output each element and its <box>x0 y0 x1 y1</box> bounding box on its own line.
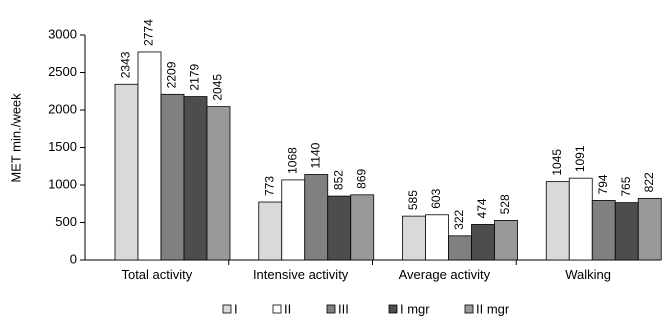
y-tick-label: 3000 <box>48 26 77 41</box>
legend: I II III I mgr II mgr <box>222 301 510 316</box>
data-label: 869 <box>354 168 368 188</box>
legend-swatch <box>272 304 282 314</box>
legend-label: II <box>284 301 291 316</box>
legend-label: II mgr <box>476 301 510 316</box>
y-tick-label: 1500 <box>48 139 77 154</box>
data-label: 2343 <box>119 51 133 78</box>
data-label: 822 <box>642 172 656 192</box>
data-label: 585 <box>406 190 420 210</box>
data-label: 1140 <box>308 142 322 168</box>
data-label: 2045 <box>211 74 225 101</box>
data-label: 528 <box>498 194 512 214</box>
bar <box>591 200 616 261</box>
bar <box>494 219 518 261</box>
bar <box>545 181 570 261</box>
y-tick-label: 500 <box>55 214 77 229</box>
legend-swatch <box>464 304 474 314</box>
y-tick-label: 2000 <box>48 101 77 116</box>
legend-label: I mgr <box>400 301 430 316</box>
legend-label: I <box>234 301 238 316</box>
legend-swatch <box>388 304 398 314</box>
data-label: 1068 <box>285 147 299 174</box>
data-label: 603 <box>429 188 443 208</box>
bar <box>160 93 185 261</box>
bar <box>258 201 283 261</box>
x-tick-label: Total activity <box>121 267 192 282</box>
bar <box>327 195 352 261</box>
bar <box>304 174 329 261</box>
y-tick-label: 2500 <box>48 64 77 79</box>
data-label: 2209 <box>165 61 179 88</box>
x-tick-label: Walking <box>565 267 611 282</box>
data-label: 765 <box>619 176 633 196</box>
legend-swatch <box>326 304 336 314</box>
data-label: 852 <box>331 170 345 190</box>
x-tick-label: Average activity <box>399 267 491 282</box>
data-label: 1045 <box>550 149 564 176</box>
data-label: 794 <box>596 174 610 194</box>
y-tick-label: 0 <box>70 251 77 266</box>
legend-swatch <box>222 304 232 314</box>
y-axis-title: MET min./week <box>8 93 23 183</box>
data-label: 2179 <box>188 64 202 91</box>
data-label: 474 <box>475 198 489 218</box>
data-label: 773 <box>262 176 276 196</box>
plot-area: 0 500 1000 1500 2000 2500 3000 Total activity 23… <box>48 19 662 282</box>
bar <box>206 106 231 261</box>
bar <box>448 235 472 261</box>
bar <box>281 179 306 261</box>
bar <box>471 224 495 261</box>
bar <box>402 215 426 261</box>
bar <box>350 194 375 261</box>
bar <box>614 202 639 261</box>
bar <box>114 83 139 261</box>
data-label: 2774 <box>142 19 156 46</box>
y-tick-label: 1000 <box>48 176 77 191</box>
bar <box>568 177 593 261</box>
bar <box>183 96 208 261</box>
data-label: 322 <box>452 210 466 230</box>
bar <box>637 197 662 261</box>
data-label: 1091 <box>573 145 587 172</box>
legend-label: III <box>338 301 349 316</box>
x-tick-label: Intensive activity <box>253 267 349 282</box>
bar <box>425 214 449 261</box>
bar <box>137 51 162 261</box>
